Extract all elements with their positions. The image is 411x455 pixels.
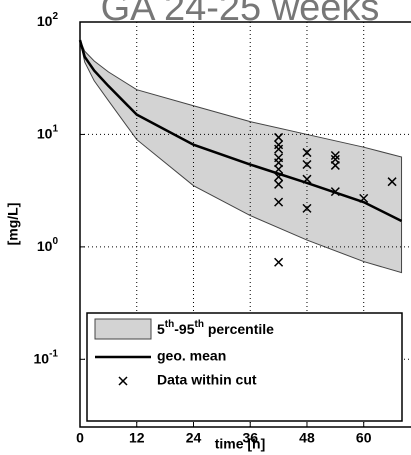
data-point <box>274 197 284 207</box>
data-point <box>387 177 397 187</box>
y-tick-exponent: 0 <box>52 236 58 247</box>
data-point <box>302 174 312 184</box>
percentile-band <box>79 39 403 274</box>
y-tick-exponent: -1 <box>49 348 58 359</box>
x-tick-label: 12 <box>129 430 145 446</box>
x-tick-label: 24 <box>186 430 202 446</box>
y-tick-base: 10 <box>34 350 50 366</box>
data-point <box>359 193 369 203</box>
data-point <box>274 132 284 142</box>
y-tick-base: 10 <box>37 125 53 141</box>
data-point <box>330 150 340 161</box>
x-tick-label: 0 <box>76 430 84 446</box>
legend-swatch-marker <box>118 376 128 386</box>
data-point <box>302 203 312 213</box>
x-tick-label: 48 <box>299 430 315 446</box>
data-point <box>330 187 340 197</box>
legend-label-part: percentile <box>204 321 274 337</box>
data-point <box>274 164 284 174</box>
legend-label: 5th-95th percentile <box>157 319 274 337</box>
y-tick-label: 102 <box>37 11 59 29</box>
data-point <box>274 179 284 189</box>
y-axis-label: [mg/L] <box>5 203 21 246</box>
y-tick-exponent: 1 <box>52 123 58 134</box>
y-tick-label: 10-1 <box>34 348 59 366</box>
legend-label-part: 5 <box>157 321 165 337</box>
legend-label-part: th <box>165 319 174 330</box>
data-point <box>302 159 312 170</box>
y-tick-label: 101 <box>37 123 59 141</box>
x-tick-label: 60 <box>356 430 372 446</box>
legend-label: Data within cut <box>157 372 257 388</box>
axes-frame <box>79 21 411 428</box>
legend-label-part: -95 <box>174 321 194 337</box>
data-point <box>274 158 284 168</box>
y-tick-base: 10 <box>37 238 53 254</box>
data-point <box>330 160 340 170</box>
data-point <box>302 148 312 158</box>
legend-label: geo. mean <box>157 348 226 364</box>
legend-label-part: th <box>194 319 203 330</box>
data-point <box>274 257 284 267</box>
data-point <box>274 144 284 154</box>
x-axis-label: time [h] <box>215 436 266 452</box>
legend-swatch-band <box>94 318 152 340</box>
y-tick-label: 100 <box>37 236 59 254</box>
y-tick-base: 10 <box>37 13 53 29</box>
data-point <box>274 172 284 182</box>
y-tick-exponent: 2 <box>52 11 58 22</box>
x-tick-label: 36 <box>242 430 258 446</box>
